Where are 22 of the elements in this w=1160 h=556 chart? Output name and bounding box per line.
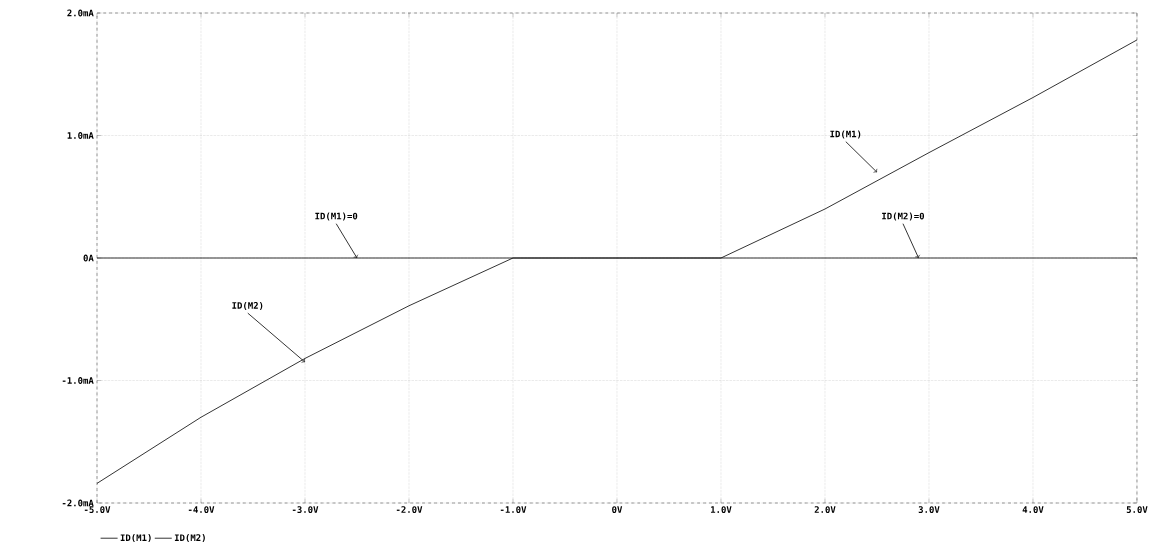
- x-tick-label: 4.0V: [1022, 506, 1044, 513]
- annotation: ID(M2)=0: [882, 212, 925, 221]
- y-tick-label: 2.0mA: [67, 9, 94, 17]
- y-tick-label: -1.0mA: [62, 377, 94, 384]
- x-tick-label: -2.0V: [396, 506, 423, 513]
- annotation: ID(M2): [232, 301, 263, 310]
- x-tick-label: 1.0V: [711, 506, 732, 513]
- y-tick-label: 0A: [83, 254, 94, 262]
- y-tick-label: -2.0mA: [62, 499, 94, 507]
- legend-label: ID(M1): [120, 534, 151, 543]
- x-tick-label: -5.0V: [84, 506, 111, 513]
- x-tick-label: 5.0V: [1126, 506, 1148, 513]
- x-tick-label: -3.0V: [292, 506, 319, 513]
- x-tick-label: -4.0V: [188, 506, 215, 513]
- x-tick-label: 3.0V: [918, 506, 940, 513]
- legend-label: ID(M2): [174, 534, 205, 543]
- y-tick-label: 1.0mA: [67, 132, 94, 139]
- annotation: ID(M1): [830, 130, 861, 139]
- x-tick-label: 0V: [612, 506, 623, 513]
- x-tick-label: 2.0V: [814, 506, 836, 513]
- annotation: ID(M1)=0: [315, 212, 358, 221]
- x-tick-label: -1.0V: [500, 506, 527, 513]
